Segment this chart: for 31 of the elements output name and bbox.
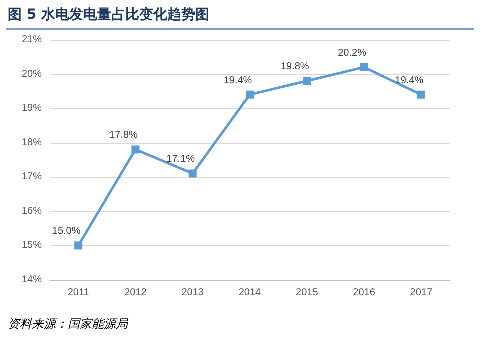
- point: [188, 170, 197, 178]
- data-label: 19.4%: [224, 75, 252, 86]
- x-tick-label: 2014: [238, 288, 262, 298]
- data-label: 19.8%: [280, 62, 310, 73]
- x-tick-label: 2011: [68, 288, 90, 298]
- data-label: 20.2%: [338, 48, 367, 59]
- y-tick-label: 19%: [22, 103, 42, 114]
- point: [360, 63, 368, 72]
- y-tick-label: 16%: [22, 206, 42, 217]
- x-tick-label: 2013: [182, 288, 204, 298]
- data-label: 15.0%: [52, 226, 81, 238]
- text: 资料来源：国家能源局: [8, 316, 128, 333]
- x-tick-label: 2012: [124, 288, 148, 298]
- point: [132, 146, 140, 154]
- x-tick-label: 2015: [296, 288, 319, 298]
- y-tick-label: 18%: [22, 137, 42, 148]
- data-label: 17.8%: [110, 130, 138, 142]
- point: [74, 242, 83, 250]
- y-tick-label: 14%: [22, 274, 42, 286]
- chart-title: 图 5 水电发电量占比变化趋势图: [8, 6, 210, 24]
- data-label: 19.4%: [395, 75, 424, 86]
- data-label: 17.1%: [166, 154, 196, 166]
- y-tick-label: 17%: [22, 172, 42, 183]
- point: [303, 77, 312, 86]
- point: [417, 90, 426, 99]
- y-tick-label: 20%: [22, 68, 42, 80]
- y-tick-label: 15%: [22, 240, 42, 252]
- y-tick-label: 21%: [22, 34, 42, 46]
- x-tick-label: 2016: [353, 288, 376, 298]
- point: [246, 90, 254, 99]
- x-tick-label: 2017: [410, 288, 433, 298]
